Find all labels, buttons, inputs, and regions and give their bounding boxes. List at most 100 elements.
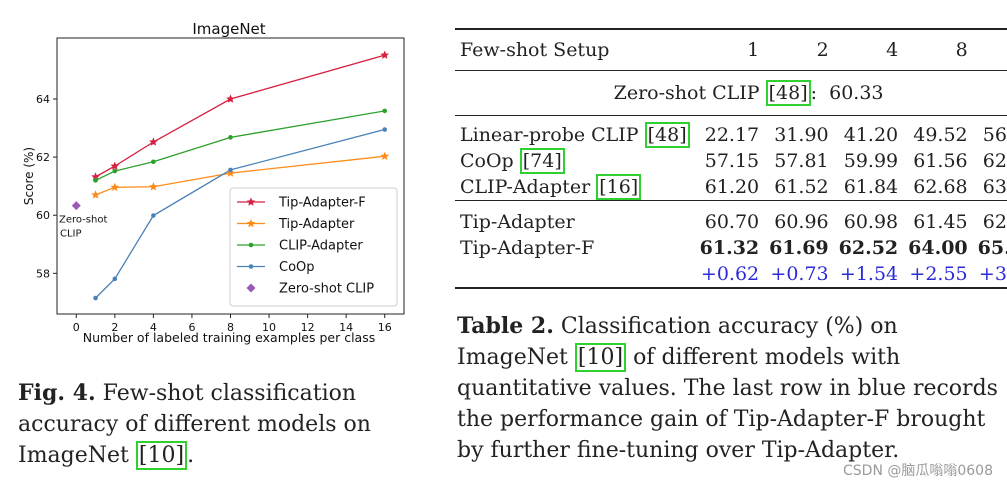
table-cell: 31.90 <box>764 115 834 148</box>
figure-caption-end: . <box>187 443 195 468</box>
row-label: Tip-Adapter <box>455 200 695 235</box>
citation-link[interactable]: [74] <box>519 148 565 174</box>
row-label <box>455 261 695 289</box>
table-cell: 62.52 <box>838 237 899 259</box>
gain-cell: +0.73 <box>764 261 834 289</box>
table-caption-label: Table 2. <box>457 313 554 339</box>
y-tick-label: 62 <box>36 151 50 164</box>
data-point <box>110 161 120 170</box>
table-cell: 63.59 <box>982 176 1007 198</box>
legend-marker <box>248 264 254 269</box>
data-point <box>151 213 156 218</box>
watermark: CSDN @脑瓜嗡嗡0608 <box>843 463 993 479</box>
data-point <box>380 50 390 59</box>
table-citation-link[interactable]: [10] <box>574 343 627 372</box>
data-point <box>112 168 118 174</box>
data-point <box>149 182 158 191</box>
figure-caption-text: Few-shot classification accuracy of diff… <box>18 381 371 468</box>
table-cell: 49.52 <box>903 115 973 148</box>
gain-row: +0.62 +0.73 +1.54 +2.55 +3.48 <box>455 261 1007 289</box>
header-cell: 8 <box>903 28 973 71</box>
table-caption-text-continued: of different models with quantitative va… <box>457 345 998 463</box>
table-caption-text: Classification accuracy (%) on ImageNet <box>457 314 898 370</box>
header-cell: 2 <box>764 28 834 71</box>
table-cell: 59.99 <box>843 150 899 172</box>
data-point <box>91 172 100 181</box>
y-tick-label: 58 <box>36 267 50 280</box>
few-shot-line-chart: ImageNet 0 2 4 6 8 10 12 14 16 58 60 62 64 Zero-shot… <box>22 20 405 345</box>
data-point <box>149 137 158 146</box>
table-row: Tip-Adapter 60.70 60.96 60.98 61.45 62.0… <box>455 200 1007 235</box>
x-tick-label: 8 <box>227 321 234 334</box>
gain-cell: +2.55 <box>903 261 973 289</box>
row-label: CoOp [74] <box>455 148 695 174</box>
figure-caption: Fig. 4. Few-shot classification accuracy… <box>18 378 410 471</box>
legend: Tip-Adapter-F Tip-Adapter CLIP-Adapter CoOp… <box>229 187 398 307</box>
table-cell: 57.15 <box>704 150 760 172</box>
row-label: Linear-probe CLIP [48] <box>455 115 695 148</box>
data-point <box>226 94 235 103</box>
table-cell: 22.17 <box>694 115 765 148</box>
table-cell: 61.56 <box>913 150 968 172</box>
citation-link[interactable]: [48] <box>765 80 811 106</box>
table-cell: 62.95 <box>982 150 1007 172</box>
data-point <box>110 182 120 192</box>
legend-marker <box>246 218 256 228</box>
row-label-text: Linear-probe CLIP <box>460 124 639 146</box>
citation-link[interactable]: [48] <box>644 122 690 148</box>
table-row: CoOp [74] 57.15 57.81 59.99 61.56 62.95 <box>455 148 1007 174</box>
chart-title: ImageNet <box>192 20 265 38</box>
zero-shot-annotation: Zero-shot <box>59 215 107 226</box>
zero-shot-label: Zero-shot CLIP <box>613 82 760 104</box>
data-point <box>228 167 233 173</box>
x-axis-label: Number of labeled training examples per … <box>83 330 376 345</box>
table-row: Tip-Adapter-F 61.32 61.69 62.52 64.00 65… <box>455 235 1007 261</box>
table-cell: 61.20 <box>704 176 760 198</box>
table-row: CLIP-Adapter [16] 61.20 61.52 61.84 62.6… <box>455 174 1007 201</box>
table-cell: 64.00 <box>908 237 968 259</box>
data-point <box>93 178 98 183</box>
table-cell: 61.69 <box>769 237 829 259</box>
data-point <box>382 108 388 114</box>
gain-cell: +1.54 <box>833 261 904 289</box>
table-cell: 57.81 <box>774 150 829 172</box>
series-markers <box>91 50 390 301</box>
legend-box <box>229 187 398 307</box>
header-cell: Few-shot Setup <box>455 28 695 71</box>
legend-marker <box>246 197 256 206</box>
table-cell: 61.45 <box>903 200 973 235</box>
axes: 0 2 4 6 8 10 12 14 16 58 60 62 64 <box>36 93 392 334</box>
gain-cell: +3.48 <box>972 261 1007 289</box>
legend-marker <box>246 283 256 293</box>
figure-citation-link[interactable]: [10] <box>135 441 188 470</box>
row-label-text: CLIP-Adapter <box>460 176 591 198</box>
zero-shot-colon: : <box>810 82 818 104</box>
x-tick-label: 12 <box>301 321 315 334</box>
table-cell: 61.52 <box>774 176 829 198</box>
data-point <box>226 168 235 177</box>
table-cell: 41.20 <box>833 115 904 148</box>
header-cell: 16 <box>972 28 1007 71</box>
zero-shot-marker <box>71 201 81 211</box>
data-point <box>93 295 98 301</box>
zero-shot-annotation: CLIP <box>60 229 82 240</box>
x-tick-label: 6 <box>188 321 195 334</box>
legend-label: Zero-shot CLIP <box>279 282 374 297</box>
y-tick-label: 60 <box>36 209 50 222</box>
x-tick-label: 16 <box>378 321 392 334</box>
series-line <box>95 54 385 178</box>
row-label: Tip-Adapter-F <box>460 237 595 259</box>
data-point <box>380 151 390 160</box>
x-tick-label: 2 <box>111 321 118 334</box>
table-header-row: Few-shot Setup 1 2 4 8 16 <box>455 28 1007 71</box>
legend-label: Tip-Adapter <box>278 217 355 232</box>
table-cell: 61.84 <box>843 176 899 198</box>
legend-label: CLIP-Adapter <box>279 239 363 254</box>
results-table: Few-shot Setup 1 2 4 8 16 Zero-shot CLIP… <box>455 28 1007 289</box>
citation-link[interactable]: [16] <box>596 174 642 200</box>
header-cell: 1 <box>694 28 765 71</box>
x-tick-label: 14 <box>339 321 353 334</box>
y-tick-label: 64 <box>36 93 50 106</box>
x-tick-label: 4 <box>150 321 157 334</box>
zero-shot-value: 60.33 <box>829 82 884 104</box>
